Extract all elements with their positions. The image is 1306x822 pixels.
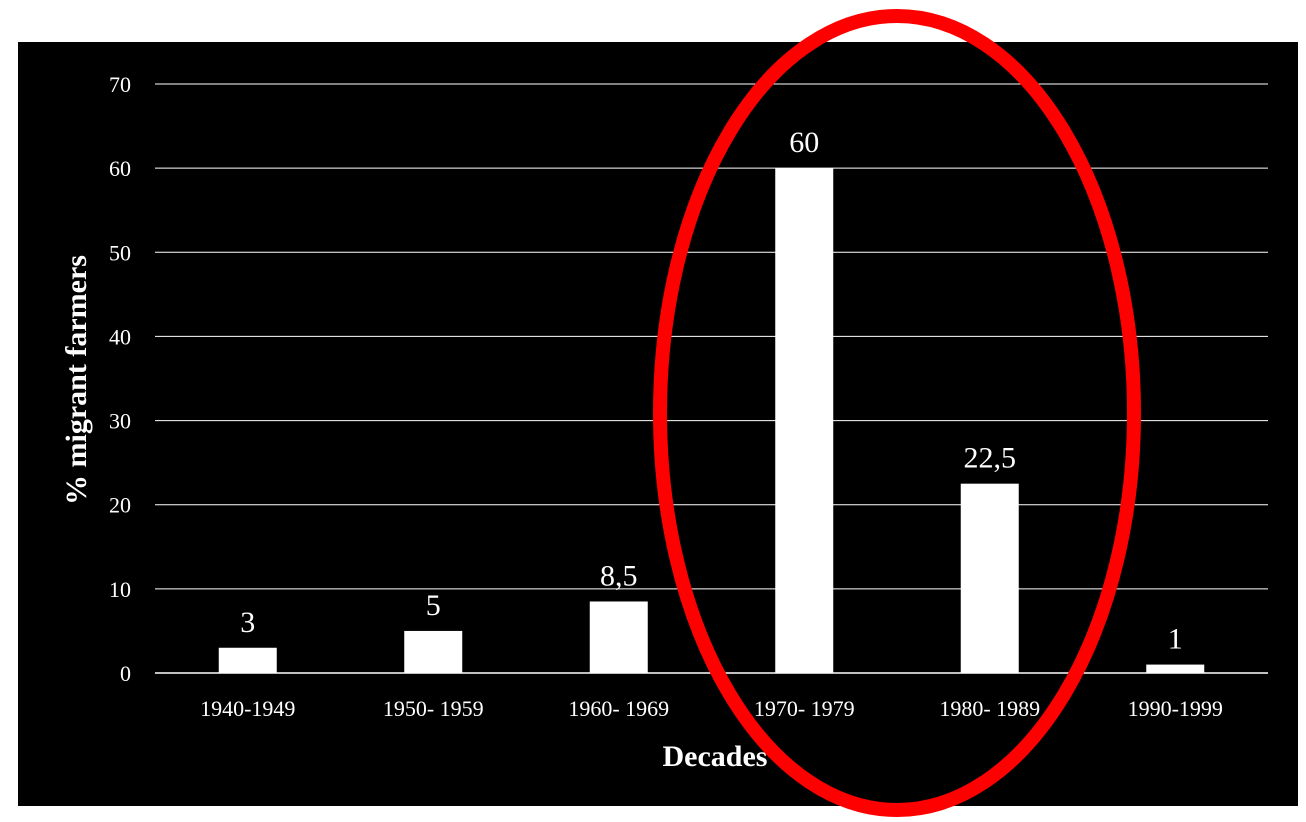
y-tick-label: 70	[109, 72, 131, 97]
y-tick-label: 60	[109, 156, 131, 181]
y-tick-label: 30	[109, 409, 131, 434]
y-tick-label: 20	[109, 493, 131, 518]
bar-value-label: 22,5	[964, 442, 1017, 475]
x-tick-label: 1950- 1959	[383, 696, 484, 721]
x-axis-title: Decades	[663, 740, 768, 773]
y-axis-tick-labels: 0 10 20 30 40 50 60 70	[109, 72, 131, 686]
y-tick-label: 40	[109, 324, 131, 349]
bar	[960, 483, 1019, 673]
bar	[775, 168, 834, 673]
data-labels: 3 5 8,5 60 22,5 1	[240, 126, 1183, 655]
x-tick-label: 1980- 1989	[939, 696, 1040, 721]
x-tick-label: 1940-1949	[200, 696, 295, 721]
bars	[218, 168, 1205, 673]
bar	[404, 630, 463, 673]
x-tick-label: 1990-1999	[1128, 696, 1223, 721]
y-tick-label: 0	[120, 661, 131, 686]
y-tick-label: 10	[109, 577, 131, 602]
bar-value-label: 1	[1168, 623, 1183, 656]
y-axis-title: % migrant farmers	[60, 255, 93, 505]
bar	[218, 647, 277, 673]
bar	[1146, 664, 1205, 673]
bar-value-label: 8,5	[600, 559, 638, 592]
y-tick-label: 50	[109, 240, 131, 265]
x-axis-tick-labels: 1940-1949 1950- 1959 1960- 1969 1970- 1979 1…	[200, 696, 1223, 721]
x-tick-label: 1960- 1969	[568, 696, 669, 721]
bar-value-label: 60	[789, 126, 819, 159]
bar-value-label: 5	[426, 589, 441, 622]
bar-value-label: 3	[240, 606, 255, 639]
bar	[589, 601, 648, 673]
highlight-ellipse	[653, 9, 1141, 817]
x-tick-label: 1970- 1979	[754, 696, 855, 721]
